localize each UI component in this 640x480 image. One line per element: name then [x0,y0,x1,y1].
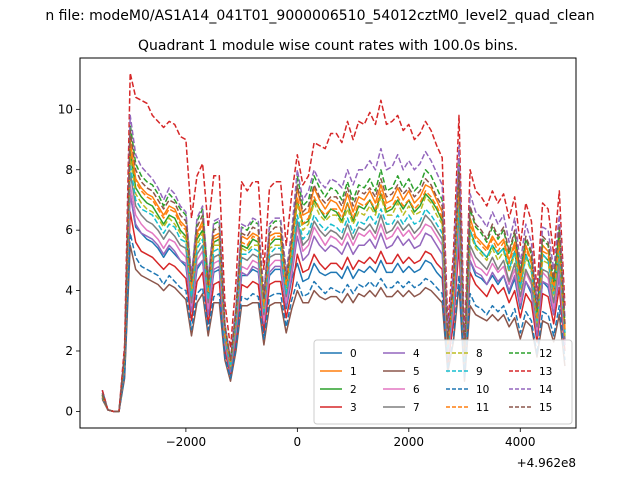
legend-label-8: 8 [476,348,483,360]
series-line-15 [101,129,566,413]
legend-label-6: 6 [413,384,420,396]
series-line-7 [101,172,566,413]
legend-label-14: 14 [539,384,553,396]
x-tick-label: 0 [294,435,302,449]
legend-label-0: 0 [350,348,357,360]
series-line-11 [101,144,566,413]
x-offset-label: +4.962e8 [517,456,576,470]
legend-label-10: 10 [476,384,489,396]
legend-box [313,339,573,425]
legend-label-15: 15 [539,402,552,414]
chart-title: Quadrant 1 module wise count rates with … [138,38,518,54]
y-tick-label: 10 [58,102,73,116]
series-line-8 [101,156,566,413]
legend-label-2: 2 [350,384,357,396]
y-tick-label: 8 [65,163,73,177]
legend-label-4: 4 [413,348,420,360]
series-line-5 [101,244,566,413]
y-tick-label: 0 [65,404,73,418]
legend-label-12: 12 [539,348,552,360]
y-tick-label: 4 [65,284,73,298]
legend-label-11: 11 [476,402,489,414]
legend-label-7: 7 [413,402,420,414]
y-tick-label: 2 [65,344,73,358]
series-line-9 [101,162,566,413]
x-tick-label: 2000 [394,435,425,449]
legend-label-9: 9 [476,366,483,378]
series-line-13 [101,72,566,413]
x-tick-label: 4000 [505,435,536,449]
series-layer [101,72,566,413]
series-line-4 [101,193,566,413]
x-tick-label: −2000 [166,435,207,449]
series-line-12 [101,123,566,413]
legend-label-13: 13 [539,366,552,378]
plot-frame [79,57,577,429]
legend-label-1: 1 [350,366,357,378]
chart-suptitle: n file: modeM0/AS1A14_041T01_9000006510_… [45,8,594,24]
series-line-10 [101,232,566,413]
y-tick-label: 6 [65,223,73,237]
legend-label-5: 5 [413,366,420,378]
series-line-6 [101,184,566,413]
series-line-14 [101,114,566,413]
series-line-1 [101,138,566,413]
legend-label-3: 3 [350,402,357,414]
series-line-3 [101,211,566,413]
